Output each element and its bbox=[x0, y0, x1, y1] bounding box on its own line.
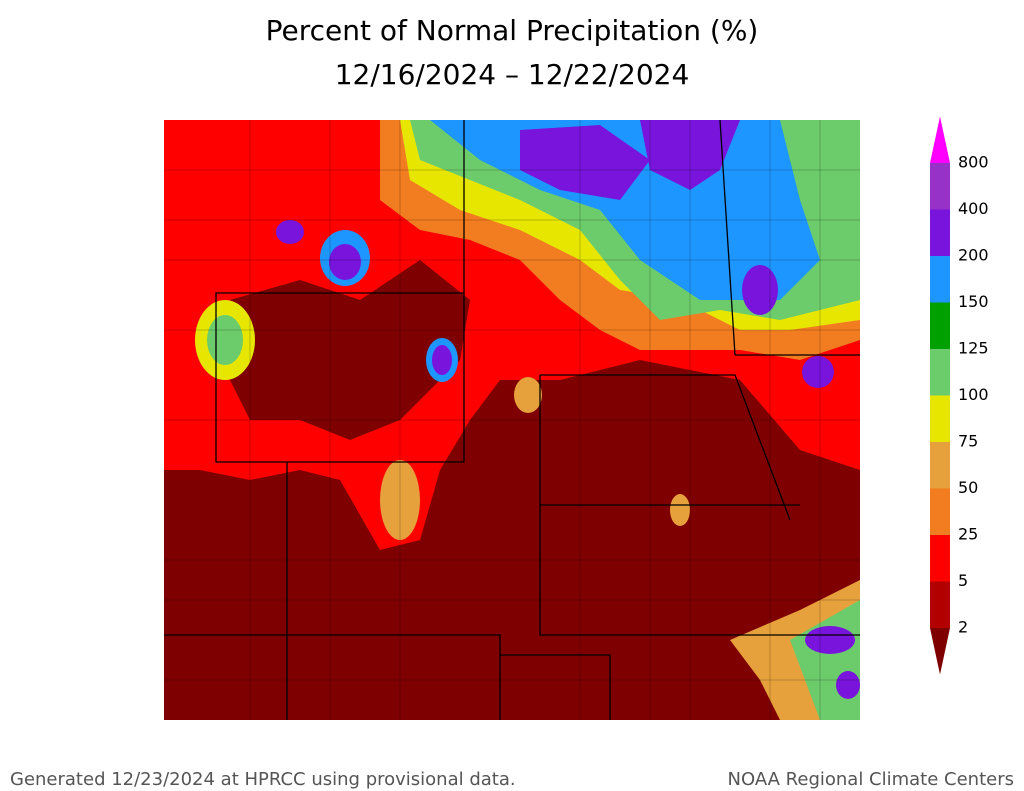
title-line: 12/16/2024 – 12/22/2024 bbox=[335, 58, 690, 91]
legend-swatch bbox=[930, 209, 950, 256]
legend-swatch bbox=[930, 302, 950, 349]
legend-label: 800 bbox=[958, 153, 989, 172]
legend-swatch bbox=[930, 535, 950, 582]
map bbox=[164, 120, 860, 720]
legend-swatch bbox=[930, 349, 950, 396]
legend-label: 400 bbox=[958, 199, 989, 218]
legend-swatch bbox=[930, 116, 950, 163]
legend-swatch bbox=[930, 442, 950, 489]
legend-swatch bbox=[930, 628, 950, 675]
legend-label: 200 bbox=[958, 246, 989, 265]
title-line: Percent of Normal Precipitation (%) bbox=[266, 14, 759, 47]
legend-swatch bbox=[930, 488, 950, 535]
legend-label: 75 bbox=[958, 432, 978, 451]
legend-label: 50 bbox=[958, 478, 978, 497]
legend-swatch bbox=[930, 581, 950, 628]
legend-swatch bbox=[930, 163, 950, 210]
legend-label: 100 bbox=[958, 385, 989, 404]
footer-right: NOAA Regional Climate Centers bbox=[728, 769, 1015, 790]
legend-label: 25 bbox=[958, 525, 978, 544]
legend-label: 5 bbox=[958, 571, 968, 590]
legend-label: 150 bbox=[958, 292, 989, 311]
legend-swatch bbox=[930, 256, 950, 303]
legend-swatch bbox=[930, 395, 950, 442]
footer-left: Generated 12/23/2024 at HPRCC using prov… bbox=[10, 769, 516, 790]
legend-label: 2 bbox=[958, 618, 968, 637]
legend-label: 125 bbox=[958, 339, 989, 358]
